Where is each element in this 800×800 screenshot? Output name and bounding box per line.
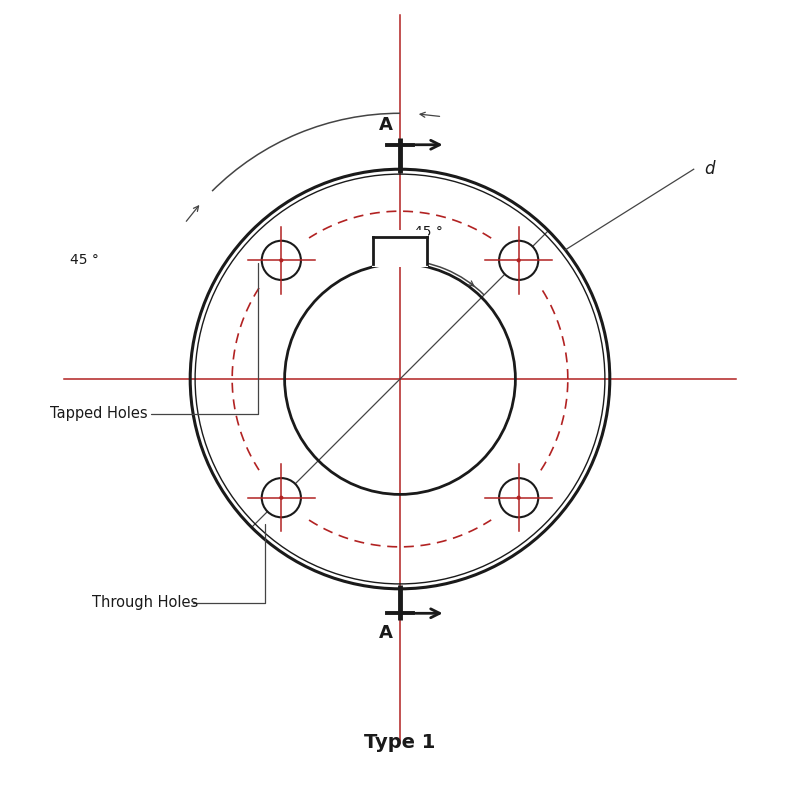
Circle shape bbox=[262, 241, 301, 280]
Text: Through Holes: Through Holes bbox=[92, 595, 198, 610]
Text: Tapped Holes: Tapped Holes bbox=[50, 406, 148, 422]
Text: 45 °: 45 ° bbox=[414, 225, 443, 239]
Circle shape bbox=[499, 241, 538, 280]
Text: A: A bbox=[379, 624, 393, 642]
Circle shape bbox=[279, 258, 283, 262]
Text: Type 1: Type 1 bbox=[364, 733, 436, 752]
Circle shape bbox=[517, 496, 521, 500]
Circle shape bbox=[262, 478, 301, 518]
Circle shape bbox=[499, 478, 538, 518]
Text: 45 °: 45 ° bbox=[70, 253, 99, 267]
Circle shape bbox=[517, 258, 521, 262]
Circle shape bbox=[279, 496, 283, 500]
Text: A: A bbox=[379, 116, 393, 134]
Text: d: d bbox=[704, 160, 714, 178]
Bar bbox=[372, 230, 428, 267]
